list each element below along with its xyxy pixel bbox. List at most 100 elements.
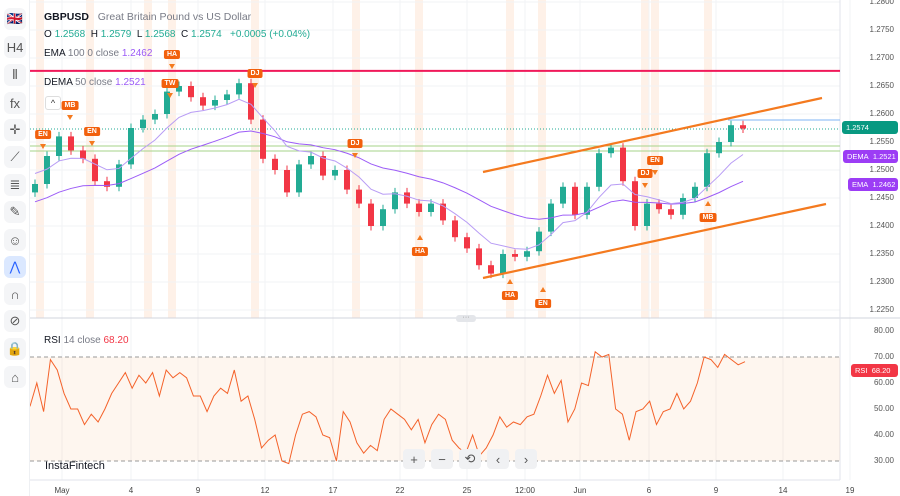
event-highlight-band: [168, 0, 176, 318]
candle: [404, 187, 410, 209]
candle-body: [452, 220, 458, 238]
candles-icon[interactable]: ⫴: [4, 64, 26, 86]
candle: [476, 243, 482, 270]
candle: [704, 148, 710, 192]
rsi-line: [29, 350, 746, 465]
candle-body: [272, 158, 278, 170]
event-highlight-band: [251, 0, 259, 318]
candle: [128, 123, 134, 169]
candle: [680, 193, 686, 220]
candle: [308, 151, 314, 169]
candle: [416, 199, 422, 217]
event-marker[interactable]: EN: [35, 130, 51, 139]
candle: [80, 145, 86, 164]
event-marker[interactable]: EN: [535, 299, 551, 308]
event-marker[interactable]: EN: [647, 156, 663, 165]
event-marker[interactable]: EN: [84, 127, 100, 136]
candle: [608, 143, 614, 158]
candle-body: [668, 209, 674, 215]
event-marker[interactable]: DJ: [347, 139, 363, 148]
indicators-fx-icon[interactable]: fx: [4, 92, 26, 114]
candle-body: [464, 237, 470, 249]
candle: [224, 89, 230, 105]
candle: [140, 115, 146, 133]
candle: [440, 199, 446, 225]
ema-value: 1.2462: [121, 48, 153, 59]
time-tick-label: 12: [260, 486, 270, 495]
trend-line-icon[interactable]: ⟋: [4, 146, 26, 168]
pane-resize-handle[interactable]: ···: [456, 314, 476, 322]
candle-body: [680, 198, 686, 215]
event-marker[interactable]: MB: [61, 101, 79, 110]
event-marker[interactable]: HA: [501, 291, 519, 300]
dema-legend[interactable]: DEMA 50 close 1.2521: [44, 77, 146, 88]
event-marker[interactable]: DJ: [247, 69, 263, 78]
magnet-icon[interactable]: ∩: [4, 283, 26, 305]
fib-icon[interactable]: ≣: [4, 174, 26, 196]
time-tick-label: 14: [778, 486, 788, 495]
price-tick-label: 1.2750: [869, 25, 894, 34]
price-tick-label: 1.2550: [869, 137, 894, 146]
patterns-icon[interactable]: ⋀: [4, 256, 26, 278]
ema-badge-label: EMA: [852, 180, 869, 189]
price-tick-label: 1.2350: [869, 249, 894, 258]
event-marker[interactable]: HA: [163, 50, 181, 59]
rsi-tick-label: 60.00: [873, 378, 894, 387]
scroll-right-button[interactable]: ›: [515, 449, 537, 469]
eye-off-icon[interactable]: ⊘: [4, 310, 26, 332]
candle: [656, 199, 662, 214]
candle-body: [92, 158, 98, 182]
camera-icon[interactable]: ⌂: [4, 366, 26, 388]
brush-icon[interactable]: ✎: [4, 201, 26, 223]
crosshair-icon[interactable]: ✛: [4, 119, 26, 141]
zoom-out-button[interactable]: −: [431, 449, 453, 469]
scroll-left-button[interactable]: ‹: [487, 449, 509, 469]
ema-name: EMA: [44, 48, 66, 59]
rsi-legend[interactable]: RSI 14 close 68.20: [44, 335, 129, 346]
candle: [176, 81, 182, 97]
candle-body: [212, 100, 218, 106]
candle-body: [56, 136, 62, 156]
timeframe-H4[interactable]: H4: [4, 36, 26, 58]
zoom-in-button[interactable]: +: [403, 449, 425, 469]
dema-value: 1.2521: [115, 77, 146, 88]
collapse-legend-button[interactable]: ^: [45, 96, 61, 110]
candle: [44, 151, 50, 189]
event-marker[interactable]: TW: [161, 79, 179, 88]
event-marker[interactable]: MB: [699, 213, 717, 222]
event-highlight-band: [36, 0, 44, 318]
rsi-name: RSI: [44, 335, 61, 346]
candle: [560, 182, 566, 209]
ema-badge: EMA 1.2462: [848, 178, 898, 191]
candle-body: [356, 189, 362, 204]
candle: [392, 187, 398, 214]
candle: [740, 120, 746, 134]
close-value: 1.2574: [191, 29, 222, 40]
price-tick-label: 1.2650: [869, 81, 894, 90]
ema-legend[interactable]: EMA 100 0 close 1.2462: [44, 48, 152, 59]
candle-body: [368, 203, 374, 226]
candle-body: [560, 186, 566, 204]
brand-logo: InstaFintech: [45, 460, 105, 472]
lock-icon[interactable]: 🔒: [4, 338, 26, 360]
high-value: 1.2579: [100, 29, 132, 40]
time-tick-label: 9: [195, 486, 201, 495]
candle-body: [200, 97, 206, 106]
reset-button[interactable]: ⟲: [459, 449, 481, 469]
time-tick-label: 4: [128, 486, 134, 495]
rsi-band: [30, 357, 840, 461]
candle: [152, 109, 158, 125]
channel-upper-line: [482, 96, 823, 174]
candle-body: [116, 164, 122, 187]
event-marker[interactable]: DJ: [637, 169, 653, 178]
rsi-badge: RSI 68.20: [851, 364, 898, 377]
flag-icon[interactable]: 🇬🇧: [4, 8, 26, 30]
candle-body: [140, 119, 146, 128]
candle: [728, 120, 734, 147]
arrow-up-icon: [705, 201, 711, 206]
time-tick-label: 17: [328, 486, 338, 495]
event-marker[interactable]: HA: [411, 247, 429, 256]
emoji-icon[interactable]: ☺: [4, 229, 26, 251]
candle: [248, 78, 254, 125]
